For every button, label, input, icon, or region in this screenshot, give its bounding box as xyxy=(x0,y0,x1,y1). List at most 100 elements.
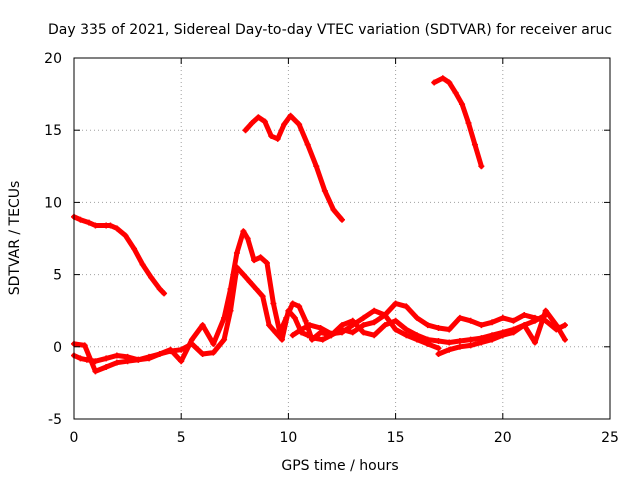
data-point xyxy=(278,336,285,343)
series-arc-f xyxy=(289,307,442,352)
data-point xyxy=(456,314,463,321)
data-point xyxy=(446,326,453,333)
data-point xyxy=(296,303,303,310)
data-point xyxy=(313,163,320,170)
data-point xyxy=(521,312,528,319)
data-point xyxy=(452,89,459,96)
data-point xyxy=(392,326,399,333)
grid-lines xyxy=(74,58,610,419)
data-point xyxy=(424,340,431,347)
series-arc-c xyxy=(431,75,485,170)
data-point xyxy=(287,112,294,119)
data-point xyxy=(103,364,110,371)
series-line xyxy=(431,75,484,169)
x-tick-label: 25 xyxy=(601,430,619,446)
data-point xyxy=(446,79,453,86)
data-point xyxy=(561,336,568,343)
data-point xyxy=(210,349,217,356)
data-point xyxy=(489,319,496,326)
data-point xyxy=(542,312,549,319)
data-point xyxy=(221,336,228,343)
data-point xyxy=(113,352,120,359)
data-point xyxy=(257,254,264,261)
data-point xyxy=(311,335,318,342)
data-point xyxy=(268,132,275,139)
data-point xyxy=(317,325,324,332)
data-point xyxy=(251,257,258,264)
data-point xyxy=(92,222,99,229)
data-point xyxy=(478,322,485,329)
data-point xyxy=(124,358,131,365)
data-point xyxy=(302,317,309,324)
data-point xyxy=(478,163,485,170)
data-point xyxy=(306,322,313,329)
data-point xyxy=(553,322,560,329)
data-point xyxy=(199,351,206,358)
data-point xyxy=(371,307,378,314)
data-point xyxy=(178,358,185,365)
data-point xyxy=(467,342,474,349)
data-point xyxy=(330,206,337,213)
data-point xyxy=(188,340,195,347)
data-point xyxy=(561,322,568,329)
data-point xyxy=(435,325,442,332)
data-marks xyxy=(71,75,568,375)
data-point xyxy=(471,141,478,148)
y-axis-label: SDTVAR / TECUs xyxy=(7,181,23,296)
data-point xyxy=(135,356,142,363)
data-point xyxy=(435,351,442,358)
data-point xyxy=(240,271,247,278)
data-point xyxy=(371,332,378,339)
data-point xyxy=(521,322,528,329)
data-point xyxy=(253,286,260,293)
data-point xyxy=(272,329,279,336)
data-point xyxy=(156,286,163,293)
data-point xyxy=(403,326,410,333)
data-point xyxy=(148,274,155,281)
data-point xyxy=(298,326,305,333)
data-point xyxy=(435,345,442,352)
data-point xyxy=(270,300,277,307)
data-point xyxy=(339,329,345,336)
data-point xyxy=(381,322,388,329)
data-point xyxy=(131,245,138,252)
data-point xyxy=(167,348,174,355)
data-point xyxy=(233,249,240,256)
data-point xyxy=(274,135,281,142)
data-point xyxy=(233,264,240,271)
data-point xyxy=(266,322,273,329)
data-point xyxy=(113,225,120,232)
data-point xyxy=(156,351,163,358)
data-point xyxy=(321,187,328,194)
data-point xyxy=(244,235,251,242)
x-tick-label: 10 xyxy=(279,430,297,446)
data-point xyxy=(248,119,255,126)
data-point xyxy=(360,314,367,321)
series-arc-d xyxy=(71,228,568,365)
data-point xyxy=(304,141,311,148)
data-point xyxy=(403,303,410,310)
data-point xyxy=(291,314,298,321)
x-axis-ticks: 0 5 10 15 20 25 xyxy=(70,58,619,446)
data-point xyxy=(246,278,253,285)
data-point xyxy=(304,332,311,339)
x-tick-label: 15 xyxy=(387,430,405,446)
data-point xyxy=(285,307,292,314)
data-point xyxy=(360,322,367,329)
y-tick-label: 15 xyxy=(44,123,62,139)
data-point xyxy=(531,317,538,324)
data-point xyxy=(161,290,168,297)
data-point xyxy=(107,222,114,229)
data-point xyxy=(296,121,303,128)
data-point xyxy=(339,322,345,329)
x-tick-label: 5 xyxy=(177,430,186,446)
data-point xyxy=(319,336,326,343)
data-point xyxy=(465,119,472,126)
y-tick-label: -5 xyxy=(48,412,62,428)
data-point xyxy=(360,329,367,336)
data-point xyxy=(86,219,93,226)
data-point xyxy=(478,339,485,346)
series-arc-g xyxy=(435,312,549,358)
data-point xyxy=(349,322,356,329)
